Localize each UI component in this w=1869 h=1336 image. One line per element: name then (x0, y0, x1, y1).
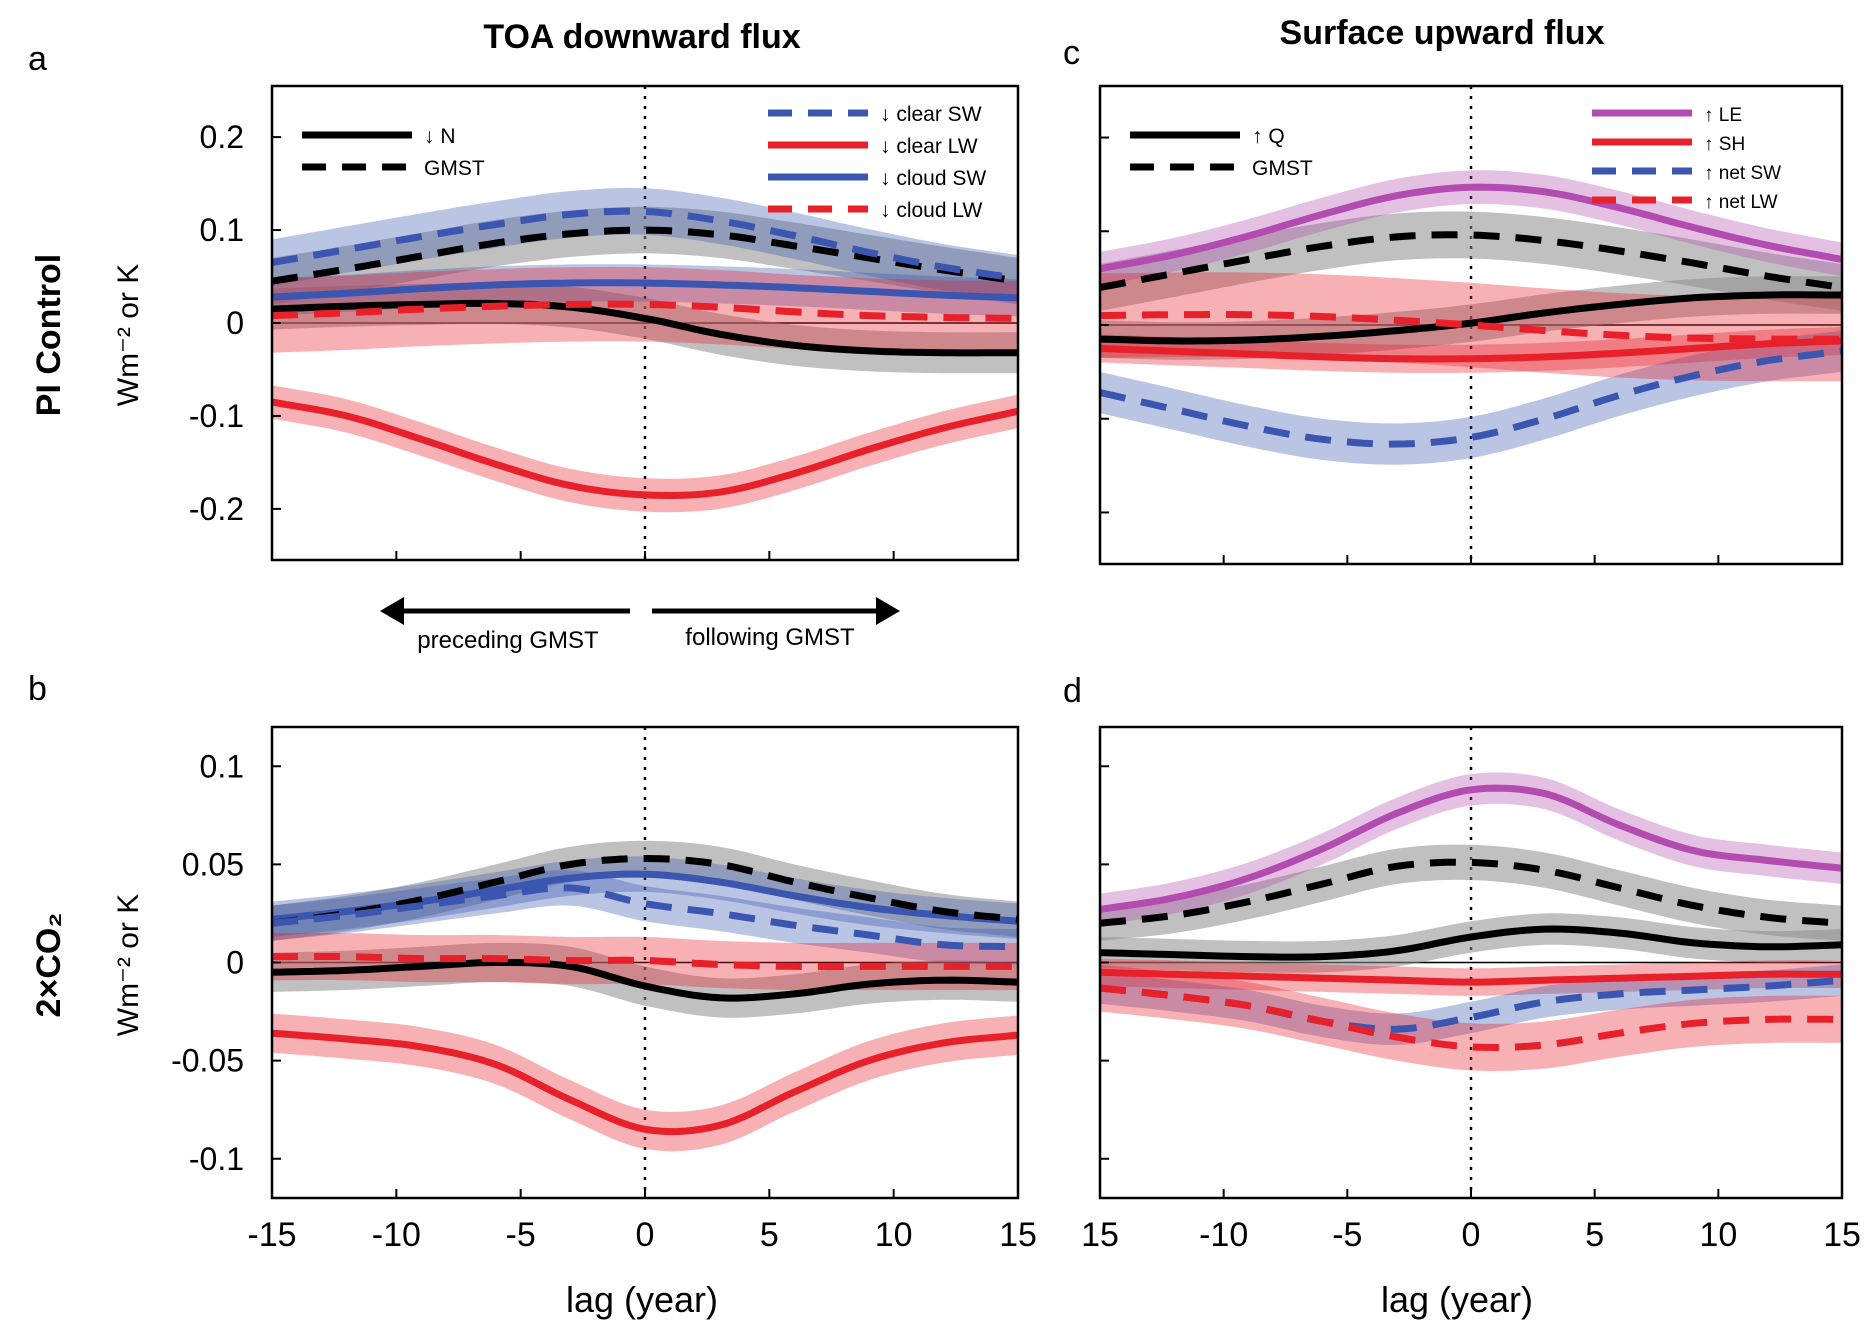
series-line-q (1100, 291, 1842, 345)
legend-top-right: ↓ clear SW ↓ clear LW ↓ cloud SW ↓ cloud LW (768, 103, 986, 222)
y-tick-label: -0.1 (189, 398, 244, 434)
arrow-left-label: preceding GMST (417, 627, 599, 654)
x-tick-label: -10 (372, 1216, 421, 1254)
ylabel-top: Wm⁻² or K (112, 264, 145, 407)
series-line-sh (1100, 337, 1842, 363)
lag-direction-arrows: preceding GMST following GMST (380, 597, 900, 654)
y-tick-label: -0.2 (189, 491, 244, 527)
x-tick-label: -5 (506, 1216, 536, 1254)
plot-area (272, 187, 1018, 513)
panel-letter-a: a (28, 40, 47, 78)
band-clear-sw (272, 187, 1018, 302)
x-tick-label: 0 (1462, 1216, 1481, 1254)
series-line-net-sw (1100, 347, 1842, 448)
x-tick-label: 10 (875, 1216, 913, 1254)
legend-label-clear-lw: ↓ clear LW (880, 135, 978, 158)
x-tick-label: 10 (1699, 1216, 1737, 1254)
xlabel-right: lag (year) (1381, 1279, 1533, 1320)
legend-top-right: ↑ LE ↑ SH ↑ net SW ↑ net LW (1592, 105, 1781, 213)
plot-area (1100, 170, 1842, 465)
band-cloud-lw (272, 932, 1018, 991)
x-tick-label: 15 (1081, 1216, 1119, 1254)
panel-letter-c: c (1063, 34, 1080, 72)
band-net-sw (1100, 964, 1842, 1045)
band-sh (1100, 958, 1842, 996)
series-line-cloud-sw (272, 870, 1018, 925)
legend-top-left: ↑ Q GMST (1130, 125, 1313, 180)
plot-area (1100, 772, 1842, 1071)
y-tick-label: -0.05 (171, 1043, 244, 1079)
legend-label-n: ↓ N (424, 125, 456, 148)
series-line-clear-lw (272, 1029, 1018, 1136)
y-tick-label: 0.2 (200, 119, 244, 155)
y-tick-label: 0 (226, 945, 244, 981)
series-line-n (272, 959, 1018, 1002)
series-line-q (1100, 925, 1842, 961)
series-line-gmst (272, 854, 1018, 927)
y-tick-label: 0.1 (200, 748, 244, 784)
arrow-right-head (876, 597, 900, 625)
y-tick-label: 0.05 (182, 846, 244, 882)
x-tick-label: -5 (1332, 1216, 1362, 1254)
legend-label-net-sw: ↑ net SW (1704, 163, 1781, 184)
legend-top-left: ↓ N GMST (302, 125, 485, 180)
arrow-right-label: following GMST (685, 624, 855, 651)
y-tick-label: 0 (226, 305, 244, 341)
series-line-clear-sw (272, 207, 1018, 282)
x-tick-label: 5 (760, 1216, 779, 1254)
xlabel-left: lag (year) (566, 1279, 718, 1320)
row-label-pi-control: PI Control (30, 254, 68, 416)
band-net-lw (1100, 964, 1842, 1071)
series-line-le (1100, 784, 1842, 913)
series-line-cloud-sw (272, 279, 1018, 302)
legend-label-cloud-lw: ↓ cloud LW (880, 199, 982, 222)
band-gmst (1100, 211, 1842, 311)
legend-label-net-lw: ↑ net LW (1704, 192, 1778, 213)
band-gmst (1100, 844, 1842, 941)
series-line-n (272, 299, 1018, 357)
legend-label-q: ↑ Q (1252, 125, 1285, 148)
legend-label-le: ↑ LE (1704, 105, 1742, 126)
series-line-clear-lw (272, 398, 1018, 500)
band-cloud-sw (272, 856, 1018, 939)
plot-area (272, 840, 1018, 1152)
panel-letter-d: d (1063, 672, 1082, 710)
x-tick-label: 15 (1823, 1216, 1861, 1254)
ylabel-bottom: Wm⁻² or K (112, 894, 145, 1037)
col-title-toa: TOA downward flux (483, 18, 800, 56)
y-tick-label: -0.1 (189, 1141, 244, 1177)
band-clear-lw (272, 1013, 1018, 1152)
panel-b-toa-2xco2: -15 -10 -5 0 5 10 15 0.1 0.05 0 -0.05 -0.1 (171, 725, 1037, 1254)
series-line-le (1100, 183, 1842, 273)
x-tick-label: -15 (247, 1216, 296, 1254)
arrow-left-head (380, 597, 404, 625)
x-tick-label: 15 (999, 1216, 1037, 1254)
panel-letter-b: b (28, 670, 47, 708)
x-tick-label: 5 (1585, 1216, 1604, 1254)
legend-label-gmst: GMST (424, 157, 485, 180)
row-label-2xco2: 2×CO₂ (30, 913, 68, 1018)
series-line-sh (1100, 968, 1842, 986)
legend-label-cloud-sw: ↓ cloud SW (880, 167, 986, 190)
series-line-gmst (272, 226, 1018, 285)
legend-label-clear-sw: ↓ clear SW (880, 103, 982, 126)
legend-label-sh: ↑ SH (1704, 134, 1745, 155)
panel-c-surface-pi-control: ↑ Q GMST ↑ LE ↑ SH ↑ net SW ↑ net LW (1098, 84, 1844, 566)
panel-d-surface-2xco2: 15 -10 -5 0 5 10 15 (1081, 725, 1861, 1254)
x-tick-label: -10 (1199, 1216, 1248, 1254)
col-title-surface: Surface upward flux (1280, 14, 1605, 52)
legend-label-gmst: GMST (1252, 157, 1313, 180)
y-tick-label: 0.1 (200, 212, 244, 248)
x-tick-label: 0 (636, 1216, 655, 1254)
